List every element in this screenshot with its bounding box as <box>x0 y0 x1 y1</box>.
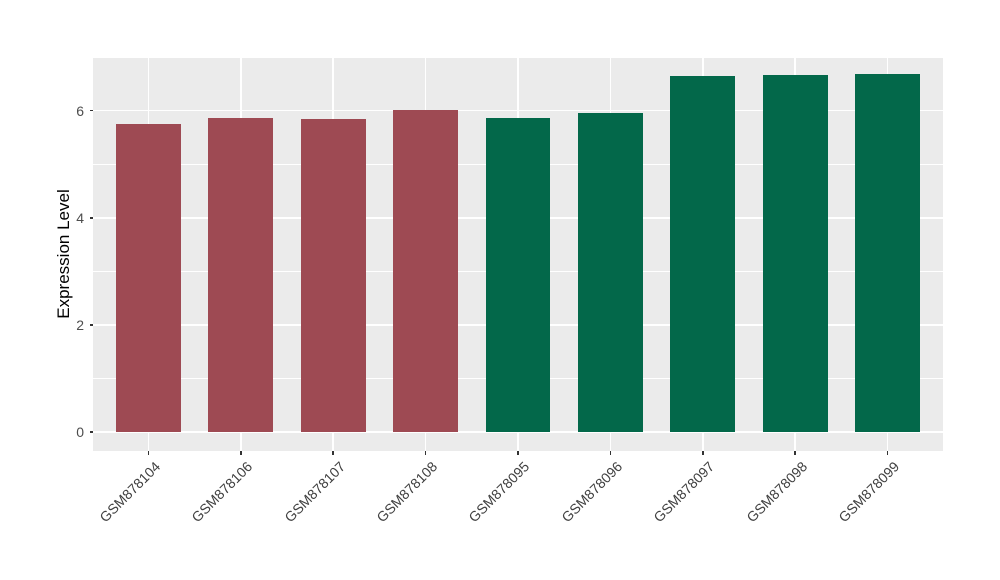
plot-panel <box>93 57 943 451</box>
bar-GSM878095 <box>485 118 551 433</box>
x-tick-mark <box>609 451 612 455</box>
x-tick-label: GSM878107 <box>280 458 348 526</box>
x-tick-mark <box>240 451 242 455</box>
x-tick-mark <box>332 451 334 455</box>
y-axis-title: Expression Level <box>54 189 73 319</box>
x-tick-mark <box>886 451 889 455</box>
y-tick-mark <box>89 109 93 112</box>
bar-GSM878099 <box>855 74 920 433</box>
y-tick-mark <box>89 324 93 326</box>
x-tick-label: GSM878104 <box>96 458 164 526</box>
y-tick-label: 6 <box>76 102 84 119</box>
x-tick-label: GSM878095 <box>465 458 533 526</box>
bar-GSM878104 <box>116 124 181 433</box>
bar-GSM878096 <box>578 113 643 433</box>
bar-GSM878097 <box>670 76 736 433</box>
x-tick-label: GSM878106 <box>188 458 256 526</box>
x-tick-mark <box>517 451 519 455</box>
y-tick-label: 0 <box>76 424 84 441</box>
y-tick-mark <box>89 431 93 433</box>
x-tick-mark <box>424 451 427 455</box>
x-tick-label: GSM878108 <box>373 458 441 526</box>
bar-GSM878098 <box>762 75 828 433</box>
bar-GSM878106 <box>208 117 274 433</box>
x-tick-label: GSM878097 <box>650 458 718 526</box>
y-tick-mark <box>89 217 93 219</box>
x-tick-label: GSM878096 <box>558 458 626 526</box>
bar-GSM878108 <box>393 110 458 433</box>
x-tick-mark <box>702 451 704 455</box>
y-tick-label: 4 <box>76 209 84 226</box>
bar-GSM878107 <box>300 119 366 433</box>
x-tick-mark <box>147 451 150 455</box>
x-tick-label: GSM878098 <box>742 458 810 526</box>
x-tick-label: GSM878099 <box>835 458 903 526</box>
y-tick-label: 2 <box>76 317 84 334</box>
x-tick-mark <box>794 451 796 455</box>
